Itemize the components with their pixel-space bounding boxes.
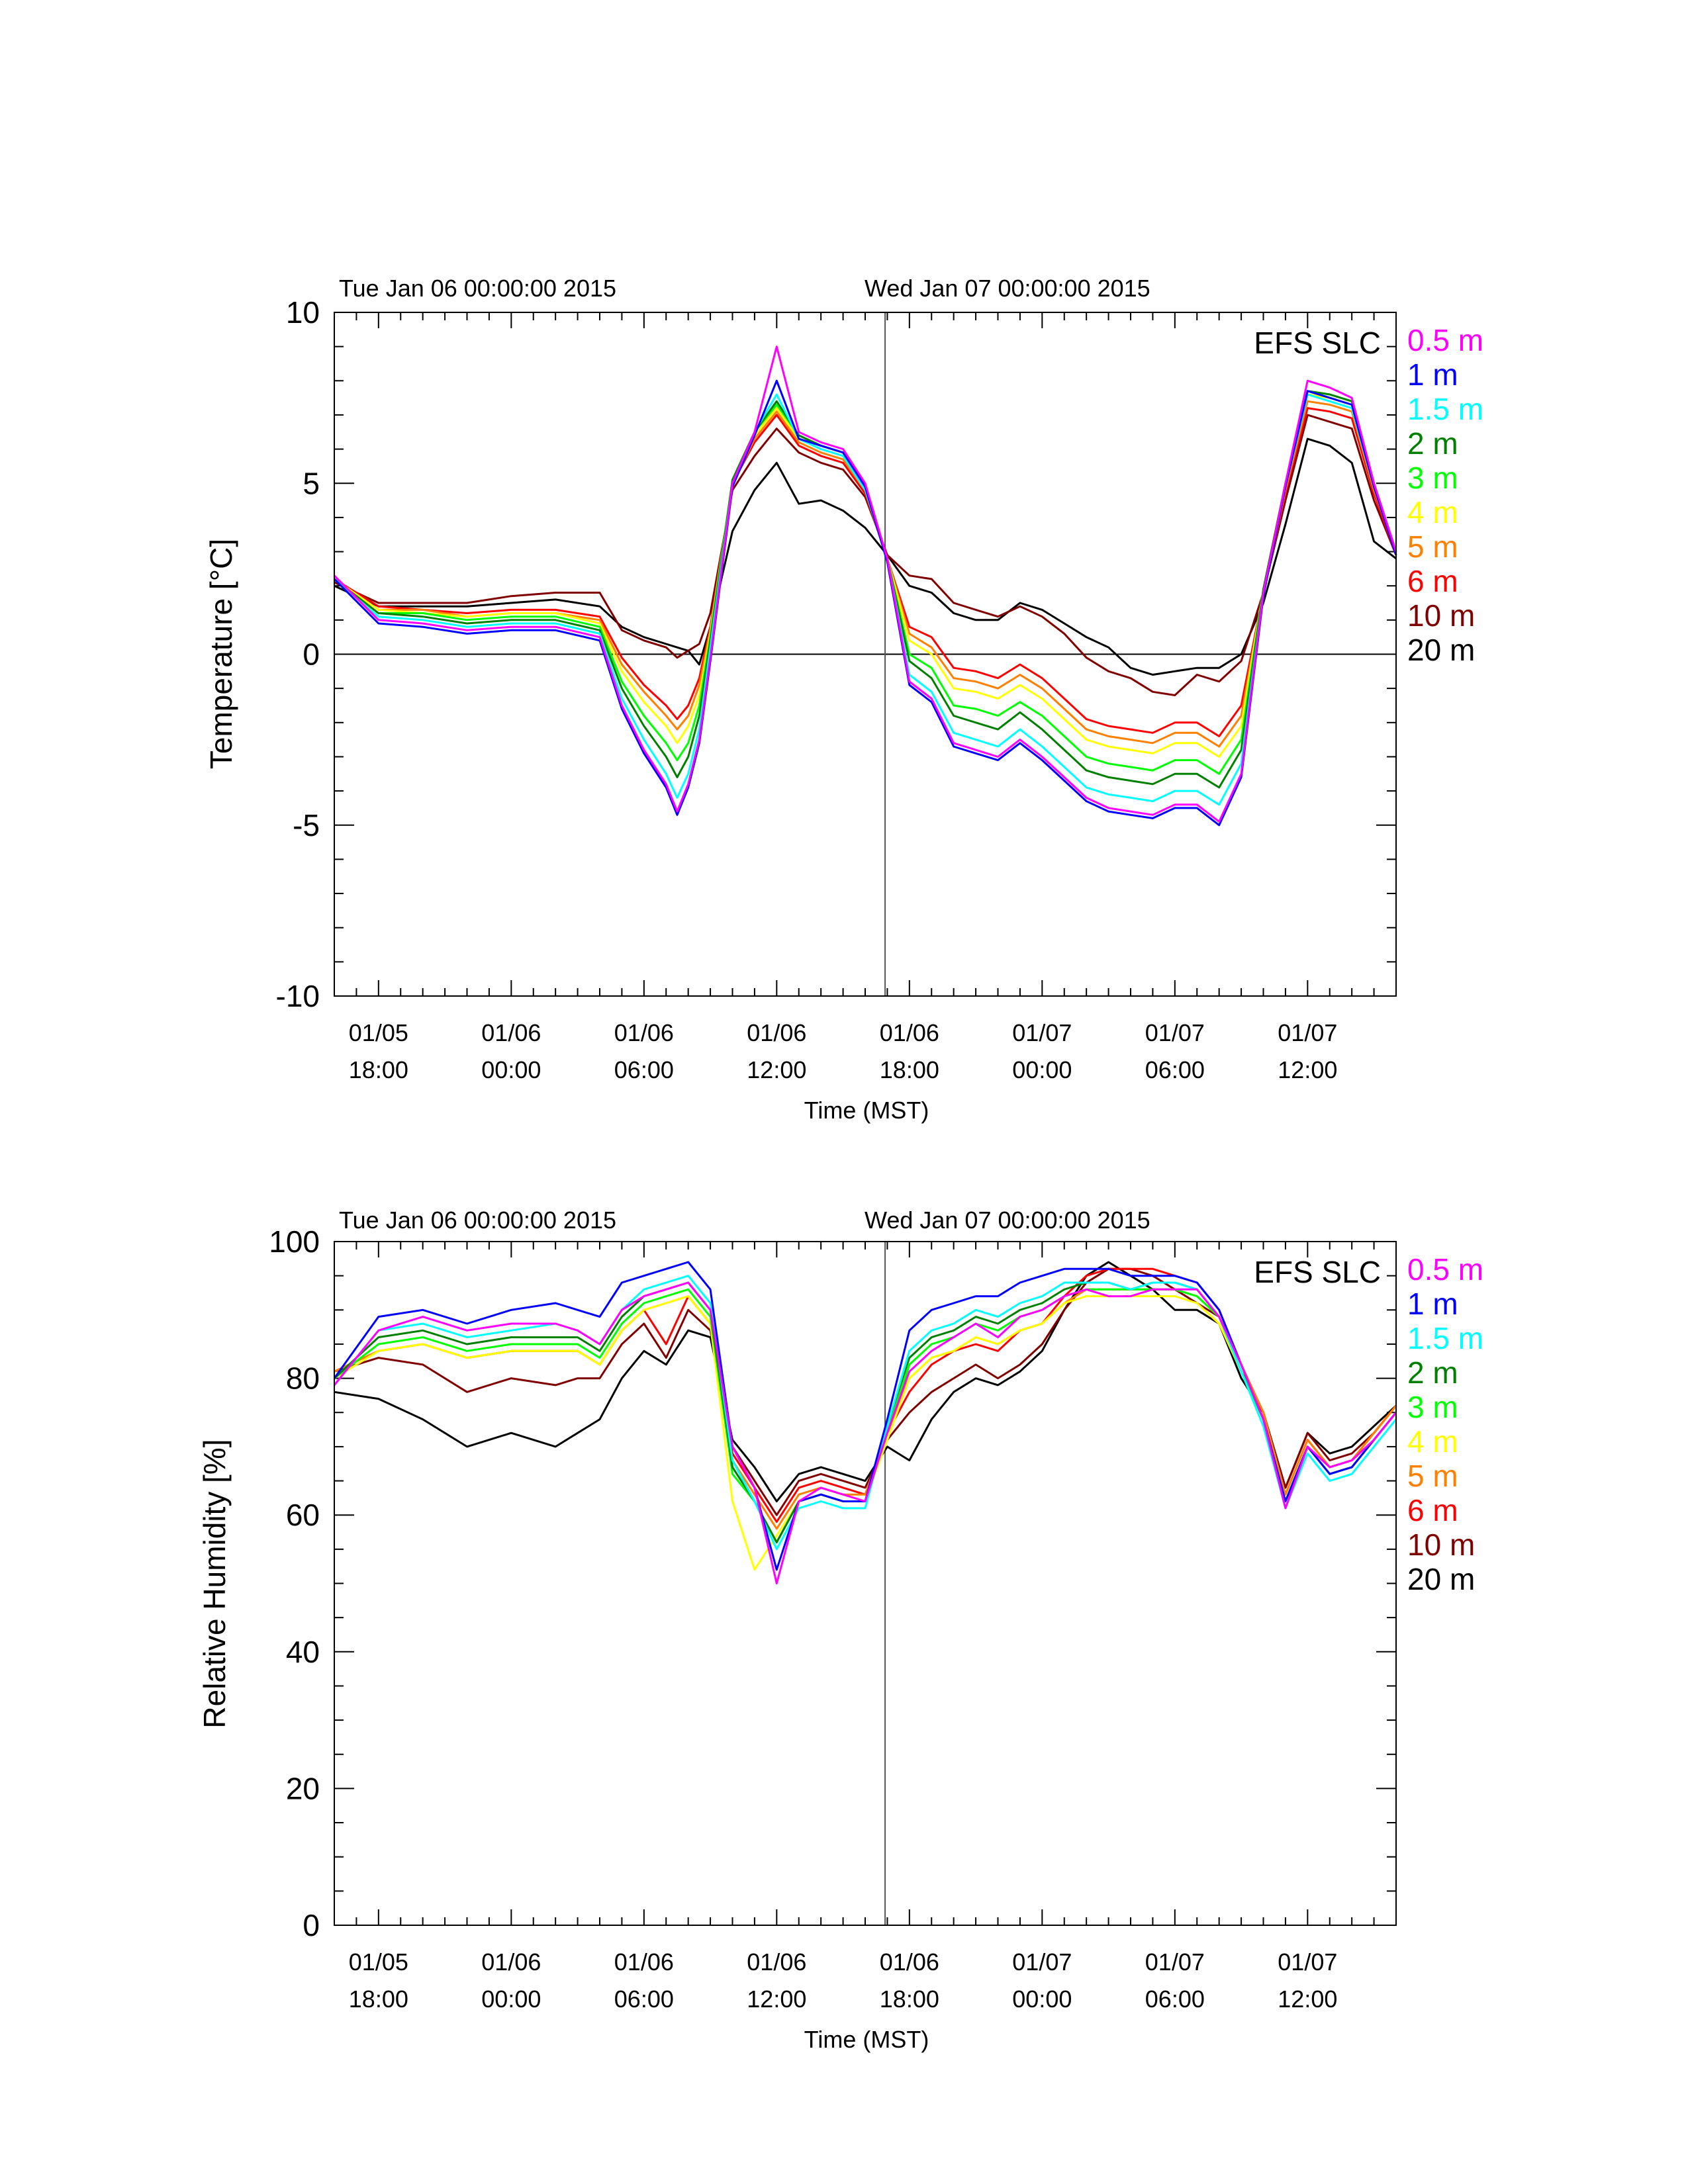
x-tick-label-date: 01/06 [614, 1948, 674, 1976]
y-tick-label: 80 [286, 1361, 320, 1396]
x-tick-label-time: 06:00 [1145, 1985, 1205, 2013]
legend-entry: 1 m [1407, 1287, 1458, 1321]
y-tick-label: -5 [293, 808, 320, 842]
x-tick-label-time: 00:00 [481, 1985, 541, 2013]
x-tick-label-time: 06:00 [614, 1056, 674, 1083]
y-tick-label: 20 [286, 1771, 320, 1805]
legend-entry: 1.5 m [1407, 392, 1483, 426]
humidity-panel: Tue Jan 06 00:00:00 2015 Wed Jan 07 00:0… [197, 1206, 1483, 2053]
humidity-legend: 0.5 m1 m1.5 m2 m3 m4 m5 m6 m10 m20 m [1407, 1252, 1483, 1596]
x-axis-label: Time (MST) [804, 2026, 929, 2053]
legend-entry: 5 m [1407, 1459, 1458, 1493]
x-axis-label: Time (MST) [804, 1097, 929, 1124]
x-tick-label-time: 06:00 [1145, 1056, 1205, 1083]
x-tick-label-time: 12:00 [747, 1056, 806, 1083]
legend-entry: 20 m [1407, 633, 1475, 667]
legend-entry: 2 m [1407, 426, 1458, 461]
series-line-2-m [334, 390, 1397, 789]
temperature-plot-frame [334, 312, 1397, 997]
top-date-label-2: Wed Jan 07 00:00:00 2015 [865, 275, 1150, 302]
x-tick-label-time: 00:00 [1012, 1056, 1072, 1083]
x-tick-label-date: 01/06 [481, 1948, 541, 1976]
series-line-1-5-m [334, 393, 1397, 806]
legend-entry: 0.5 m [1407, 323, 1483, 357]
series-line-0-5-m [333, 1281, 1397, 1584]
series-line-10-m [334, 414, 1397, 696]
legend-entry: 1.5 m [1407, 1321, 1483, 1355]
x-tick-label-date: 01/07 [1145, 1019, 1205, 1046]
top-date-label-1: Tue Jan 06 00:00:00 2015 [339, 275, 616, 302]
x-tick-label-date: 01/07 [1278, 1948, 1337, 1976]
series-line-1-m [333, 379, 1397, 827]
top-date-label-2: Wed Jan 07 00:00:00 2015 [865, 1206, 1150, 1234]
x-tick-label-date: 01/07 [1012, 1948, 1072, 1976]
temperature-legend: 0.5 m1 m1.5 m2 m3 m4 m5 m6 m10 m20 m [1407, 323, 1483, 667]
station-label: EFS SLC [1254, 1255, 1381, 1289]
y-tick-label: 0 [303, 637, 320, 672]
series-line-3-m [334, 390, 1397, 775]
x-tick-label-time: 18:00 [349, 1985, 408, 2013]
x-tick-label-date: 01/06 [481, 1019, 541, 1046]
y-tick-label: 60 [286, 1498, 320, 1532]
y-axis-label: Relative Humidity [%] [197, 1439, 232, 1728]
legend-entry: 5 m [1407, 529, 1458, 564]
x-tick-label-date: 01/07 [1278, 1019, 1337, 1046]
x-tick-label-date: 01/05 [349, 1019, 408, 1046]
legend-entry: 6 m [1407, 564, 1458, 598]
x-tick-label-time: 06:00 [614, 1985, 674, 2013]
legend-entry: 3 m [1407, 461, 1458, 495]
x-tick-label-date: 01/07 [1145, 1948, 1205, 1976]
top-date-label-1: Tue Jan 06 00:00:00 2015 [339, 1206, 616, 1234]
x-tick-label-time: 18:00 [880, 1985, 939, 2013]
y-tick-label: -10 [276, 979, 320, 1013]
x-tick-label-date: 01/06 [614, 1019, 674, 1046]
legend-entry: 3 m [1407, 1390, 1458, 1424]
series-line-0-5-m [333, 345, 1397, 823]
series-line-5-m [334, 400, 1397, 748]
legend-entry: 4 m [1407, 495, 1458, 529]
x-tick-label-date: 01/06 [747, 1948, 806, 1976]
legend-entry: 1 m [1407, 357, 1458, 392]
y-tick-label: 0 [303, 1908, 320, 1942]
y-axis-label: Temperature [°C] [204, 539, 238, 769]
x-tick-label-time: 12:00 [1278, 1056, 1337, 1083]
x-tick-label-time: 18:00 [349, 1056, 408, 1083]
x-tick-label-time: 18:00 [880, 1056, 939, 1083]
x-tick-label-date: 01/07 [1012, 1019, 1072, 1046]
legend-entry: 10 m [1407, 598, 1475, 633]
series-line-6-m [334, 407, 1397, 737]
x-tick-label-time: 00:00 [1012, 1985, 1072, 2013]
series-line-20-m [334, 437, 1397, 676]
x-tick-label-time: 12:00 [747, 1985, 806, 2013]
temperature-panel: Tue Jan 06 00:00:00 2015 Wed Jan 07 00:0… [204, 275, 1483, 1124]
y-tick-label: 100 [269, 1224, 320, 1259]
legend-entry: 10 m [1407, 1527, 1475, 1562]
legend-entry: 6 m [1407, 1493, 1458, 1527]
legend-entry: 0.5 m [1407, 1252, 1483, 1287]
station-label: EFS SLC [1254, 326, 1381, 360]
y-tick-label: 40 [286, 1635, 320, 1669]
x-tick-label-date: 01/06 [880, 1019, 939, 1046]
legend-entry: 2 m [1407, 1355, 1458, 1390]
legend-entry: 4 m [1407, 1424, 1458, 1459]
humidity-plot-frame [334, 1241, 1397, 1926]
series-line-4-m [334, 393, 1397, 758]
legend-entry: 20 m [1407, 1562, 1475, 1596]
temperature-plot-area [333, 312, 1397, 997]
series-line-20-m [334, 1261, 1397, 1502]
x-tick-label-date: 01/06 [880, 1948, 939, 1976]
y-tick-label: 5 [303, 466, 320, 500]
humidity-plot-area [333, 1241, 1397, 1926]
y-tick-label: 10 [286, 295, 320, 330]
x-tick-label-time: 12:00 [1278, 1985, 1337, 2013]
x-tick-label-date: 01/06 [747, 1019, 806, 1046]
x-tick-label-date: 01/05 [349, 1948, 408, 1976]
x-tick-label-time: 00:00 [481, 1056, 541, 1083]
